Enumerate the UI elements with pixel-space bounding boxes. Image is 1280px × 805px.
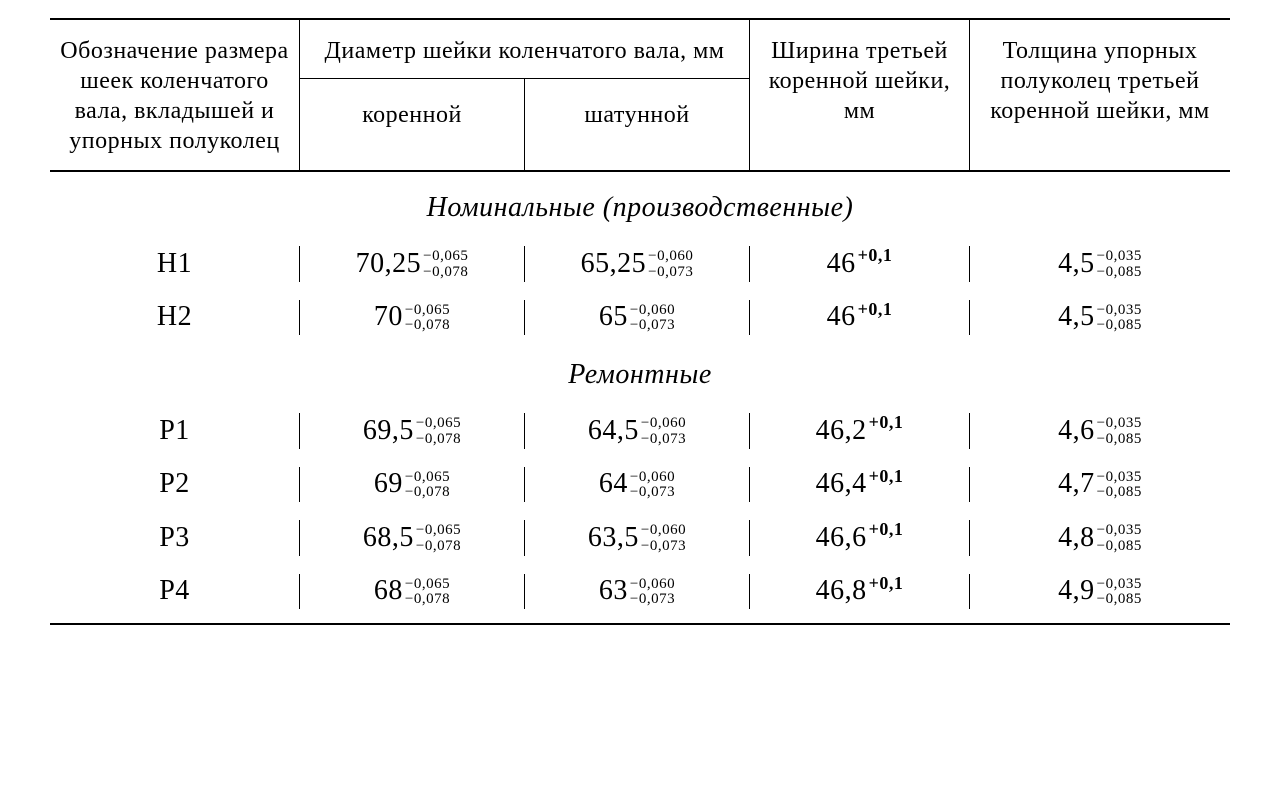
dimension-value: 68,5−0,065−0,078 xyxy=(363,522,461,554)
table-row: Н2 70−0,065−0,078 65−0,060−0,073 46+0,1 … xyxy=(50,296,1230,340)
table-body: Номинальные (производственные) Н1 70,25−… xyxy=(50,192,1230,613)
width-cell: 46,8+0,1 xyxy=(750,574,970,610)
dimension-value: 70−0,065−0,078 xyxy=(374,302,450,334)
dimension-value: 70,25−0,065−0,078 xyxy=(356,248,469,280)
dimension-value: 4,7−0,035−0,085 xyxy=(1058,469,1142,501)
thickness-cell: 4,5−0,035−0,085 xyxy=(970,300,1230,336)
dimension-value: 46,6+0,1 xyxy=(816,524,904,552)
dimension-value: 4,5−0,035−0,085 xyxy=(1058,248,1142,280)
size-label: Р1 xyxy=(50,413,300,449)
dimension-value: 64,5−0,060−0,073 xyxy=(588,415,686,447)
shatunnoi-cell: 64−0,060−0,073 xyxy=(525,467,750,503)
header-sub-korennoi: коренной xyxy=(300,79,525,170)
thickness-cell: 4,9−0,035−0,085 xyxy=(970,574,1230,610)
dimension-value: 46,8+0,1 xyxy=(816,577,904,605)
korennoi-cell: 70−0,065−0,078 xyxy=(300,300,525,336)
shatunnoi-cell: 65−0,060−0,073 xyxy=(525,300,750,336)
width-cell: 46,6+0,1 xyxy=(750,520,970,556)
size-label: Р4 xyxy=(50,574,300,610)
header-col1: Обозначение размера шеек коленчатого вал… xyxy=(50,20,300,170)
shatunnoi-cell: 63−0,060−0,073 xyxy=(525,574,750,610)
dimension-value: 63−0,060−0,073 xyxy=(599,576,675,608)
dimension-value: 4,5−0,035−0,085 xyxy=(1058,302,1142,334)
dimension-value: 63,5−0,060−0,073 xyxy=(588,522,686,554)
dimension-value: 69−0,065−0,078 xyxy=(374,469,450,501)
dimension-value: 46,4+0,1 xyxy=(816,470,904,498)
header-col2-subs: коренной шатунной xyxy=(300,79,749,170)
header-sub-shatunnoi: шатунной xyxy=(525,79,749,170)
size-label: Р2 xyxy=(50,467,300,503)
thickness-cell: 4,5−0,035−0,085 xyxy=(970,246,1230,282)
thickness-cell: 4,8−0,035−0,085 xyxy=(970,520,1230,556)
width-cell: 46+0,1 xyxy=(750,246,970,282)
korennoi-cell: 69−0,065−0,078 xyxy=(300,467,525,503)
table-header: Обозначение размера шеек коленчатого вал… xyxy=(50,20,1230,172)
dimension-value: 65−0,060−0,073 xyxy=(599,302,675,334)
dimension-value: 46+0,1 xyxy=(827,250,893,278)
width-cell: 46,2+0,1 xyxy=(750,413,970,449)
table-row: Р1 69,5−0,065−0,078 64,5−0,060−0,073 46,… xyxy=(50,409,1230,453)
bottom-rule xyxy=(50,623,1230,625)
size-label: Н2 xyxy=(50,300,300,336)
dimension-value: 4,9−0,035−0,085 xyxy=(1058,576,1142,608)
dimension-value: 4,8−0,035−0,085 xyxy=(1058,522,1142,554)
table-row: Р2 69−0,065−0,078 64−0,060−0,073 46,4+0,… xyxy=(50,463,1230,507)
shatunnoi-cell: 64,5−0,060−0,073 xyxy=(525,413,750,449)
korennoi-cell: 68−0,065−0,078 xyxy=(300,574,525,610)
table-row: Н1 70,25−0,065−0,078 65,25−0,060−0,073 4… xyxy=(50,242,1230,286)
section-title: Ремонтные xyxy=(50,359,1230,391)
thickness-cell: 4,7−0,035−0,085 xyxy=(970,467,1230,503)
table-row: Р4 68−0,065−0,078 63−0,060−0,073 46,8+0,… xyxy=(50,570,1230,614)
width-cell: 46,4+0,1 xyxy=(750,467,970,503)
section-title: Номинальные (производственные) xyxy=(50,192,1230,224)
table-row: Р3 68,5−0,065−0,078 63,5−0,060−0,073 46,… xyxy=(50,516,1230,560)
width-cell: 46+0,1 xyxy=(750,300,970,336)
dimension-value: 46+0,1 xyxy=(827,303,893,331)
size-label: Р3 xyxy=(50,520,300,556)
table-page: Обозначение размера шеек коленчатого вал… xyxy=(0,0,1280,625)
korennoi-cell: 68,5−0,065−0,078 xyxy=(300,520,525,556)
header-col3: Ширина третьей коренной шейки, мм xyxy=(750,20,970,170)
shatunnoi-cell: 63,5−0,060−0,073 xyxy=(525,520,750,556)
header-col2-top: Диаметр шейки коленчатого вала, мм xyxy=(300,20,749,79)
dimension-value: 46,2+0,1 xyxy=(816,417,904,445)
dimension-value: 68−0,065−0,078 xyxy=(374,576,450,608)
header-col4: Толщина упорных полуколец третьей коренн… xyxy=(970,20,1230,170)
korennoi-cell: 69,5−0,065−0,078 xyxy=(300,413,525,449)
shatunnoi-cell: 65,25−0,060−0,073 xyxy=(525,246,750,282)
dimension-value: 64−0,060−0,073 xyxy=(599,469,675,501)
header-col2: Диаметр шейки коленчатого вала, мм корен… xyxy=(300,20,750,170)
dimension-value: 4,6−0,035−0,085 xyxy=(1058,415,1142,447)
size-label: Н1 xyxy=(50,246,300,282)
dimension-value: 65,25−0,060−0,073 xyxy=(581,248,694,280)
korennoi-cell: 70,25−0,065−0,078 xyxy=(300,246,525,282)
dimension-value: 69,5−0,065−0,078 xyxy=(363,415,461,447)
thickness-cell: 4,6−0,035−0,085 xyxy=(970,413,1230,449)
